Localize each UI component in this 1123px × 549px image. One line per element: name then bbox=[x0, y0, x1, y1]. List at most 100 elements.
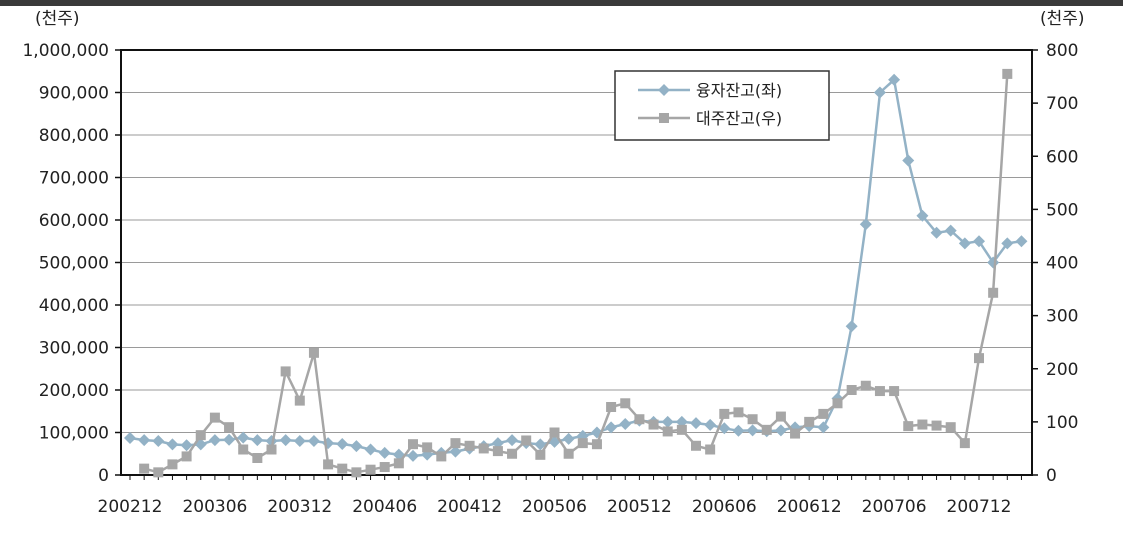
data-point-short bbox=[238, 444, 249, 455]
right-tick-label: 700 bbox=[1046, 94, 1078, 114]
left-tick-label: 100,000 bbox=[39, 424, 109, 444]
data-point-loan bbox=[845, 320, 858, 333]
data-point-short bbox=[775, 411, 786, 422]
data-point-short bbox=[648, 419, 659, 430]
right-axis-ticks: 0 100 200 300 400 500 600 700 800 bbox=[1032, 41, 1078, 486]
x-tick-label: 200506 bbox=[522, 497, 587, 517]
data-point-short bbox=[464, 440, 475, 451]
data-point-short bbox=[181, 451, 192, 462]
data-point-short bbox=[351, 467, 362, 478]
legend-label-short: 대주잔고(우) bbox=[696, 109, 782, 128]
data-point-loan bbox=[930, 226, 943, 239]
data-point-loan bbox=[562, 432, 575, 445]
data-point-short bbox=[422, 442, 433, 453]
data-point-short bbox=[903, 421, 914, 432]
data-point-loan bbox=[958, 237, 971, 250]
left-tick-label: 600,000 bbox=[39, 211, 109, 231]
legend: 융자잔고(좌) 대주잔고(우) bbox=[614, 70, 830, 141]
data-point-loan bbox=[180, 439, 193, 452]
data-point-loan bbox=[364, 443, 377, 456]
data-point-short bbox=[634, 414, 645, 425]
data-point-short bbox=[945, 422, 956, 433]
data-point-short bbox=[988, 287, 999, 298]
right-axis-unit: (천주) bbox=[1040, 9, 1085, 29]
data-point-short bbox=[606, 402, 617, 412]
data-point-short bbox=[931, 420, 942, 431]
data-point-short bbox=[889, 386, 900, 397]
data-point-loan bbox=[407, 449, 419, 462]
data-point-short bbox=[153, 467, 164, 478]
data-point-short bbox=[1002, 68, 1013, 79]
data-point-short bbox=[959, 438, 970, 449]
left-tick-label: 300,000 bbox=[39, 339, 109, 359]
data-point-loan bbox=[973, 235, 985, 248]
data-point-loan bbox=[293, 435, 306, 447]
x-tick-label: 200606 bbox=[692, 497, 757, 517]
data-point-short bbox=[563, 448, 574, 459]
data-point-short bbox=[266, 444, 277, 455]
left-tick-label: 200,000 bbox=[39, 381, 109, 401]
data-point-short bbox=[450, 438, 461, 449]
x-tick-label: 200412 bbox=[437, 497, 502, 517]
data-point-short bbox=[408, 439, 418, 450]
data-point-short bbox=[507, 448, 518, 459]
legend-marker-loan bbox=[658, 84, 670, 96]
data-point-short bbox=[804, 416, 815, 427]
data-point-loan bbox=[817, 421, 830, 434]
data-point-short bbox=[860, 380, 871, 391]
data-point-short bbox=[974, 353, 984, 364]
data-point-short bbox=[620, 398, 631, 409]
legend-marker-short bbox=[659, 113, 669, 123]
x-tick-label: 200512 bbox=[607, 497, 672, 517]
left-tick-label: 800,000 bbox=[39, 126, 109, 146]
data-point-short bbox=[280, 366, 291, 377]
data-point-short bbox=[917, 419, 928, 430]
x-tick-label: 200706 bbox=[862, 497, 927, 517]
data-point-loan bbox=[902, 154, 915, 167]
data-point-short bbox=[591, 439, 602, 450]
data-point-loan bbox=[873, 86, 886, 99]
series-loan-balance bbox=[124, 73, 1028, 462]
data-point-loan bbox=[746, 424, 759, 437]
data-point-short bbox=[535, 449, 546, 460]
data-point-short bbox=[874, 386, 885, 397]
data-point-short bbox=[379, 462, 390, 473]
legend-label-loan: 융자잔고(좌) bbox=[696, 81, 782, 100]
left-axis-ticks: 0 100,000 200,000 300,000 400,000 500,000 600,… bbox=[22, 41, 121, 486]
data-point-short bbox=[393, 458, 404, 469]
x-tick-label: 200612 bbox=[777, 497, 842, 517]
left-tick-label: 500,000 bbox=[39, 254, 109, 274]
data-point-short bbox=[209, 412, 220, 423]
data-point-loan bbox=[336, 437, 349, 450]
data-point-short bbox=[662, 426, 673, 437]
data-point-short bbox=[492, 446, 503, 457]
series-layer bbox=[124, 68, 1028, 478]
data-point-loan bbox=[605, 421, 618, 434]
data-point-loan bbox=[307, 435, 320, 447]
x-tick-label: 200212 bbox=[98, 497, 163, 517]
data-point-short bbox=[846, 385, 857, 395]
right-tick-label: 400 bbox=[1046, 254, 1078, 274]
data-point-short bbox=[308, 347, 319, 358]
data-point-loan bbox=[1001, 237, 1014, 250]
x-tick-label: 200312 bbox=[267, 497, 332, 517]
data-point-short bbox=[365, 464, 376, 475]
data-point-short bbox=[478, 443, 489, 454]
data-point-short bbox=[832, 398, 843, 409]
data-point-loan bbox=[152, 435, 165, 447]
data-point-loan bbox=[661, 415, 674, 428]
right-tick-label: 800 bbox=[1046, 41, 1078, 61]
data-point-loan bbox=[690, 417, 702, 430]
data-point-loan bbox=[124, 432, 136, 445]
data-point-loan bbox=[251, 434, 264, 447]
left-tick-label: 900,000 bbox=[39, 84, 109, 104]
left-axis-unit: (천주) bbox=[35, 9, 80, 29]
left-tick-label: 400,000 bbox=[39, 296, 109, 316]
data-point-short bbox=[719, 408, 730, 419]
data-point-short bbox=[577, 438, 588, 449]
data-point-loan bbox=[704, 418, 717, 431]
data-point-short bbox=[521, 435, 532, 446]
data-point-loan bbox=[619, 418, 632, 430]
data-point-short bbox=[224, 422, 235, 433]
